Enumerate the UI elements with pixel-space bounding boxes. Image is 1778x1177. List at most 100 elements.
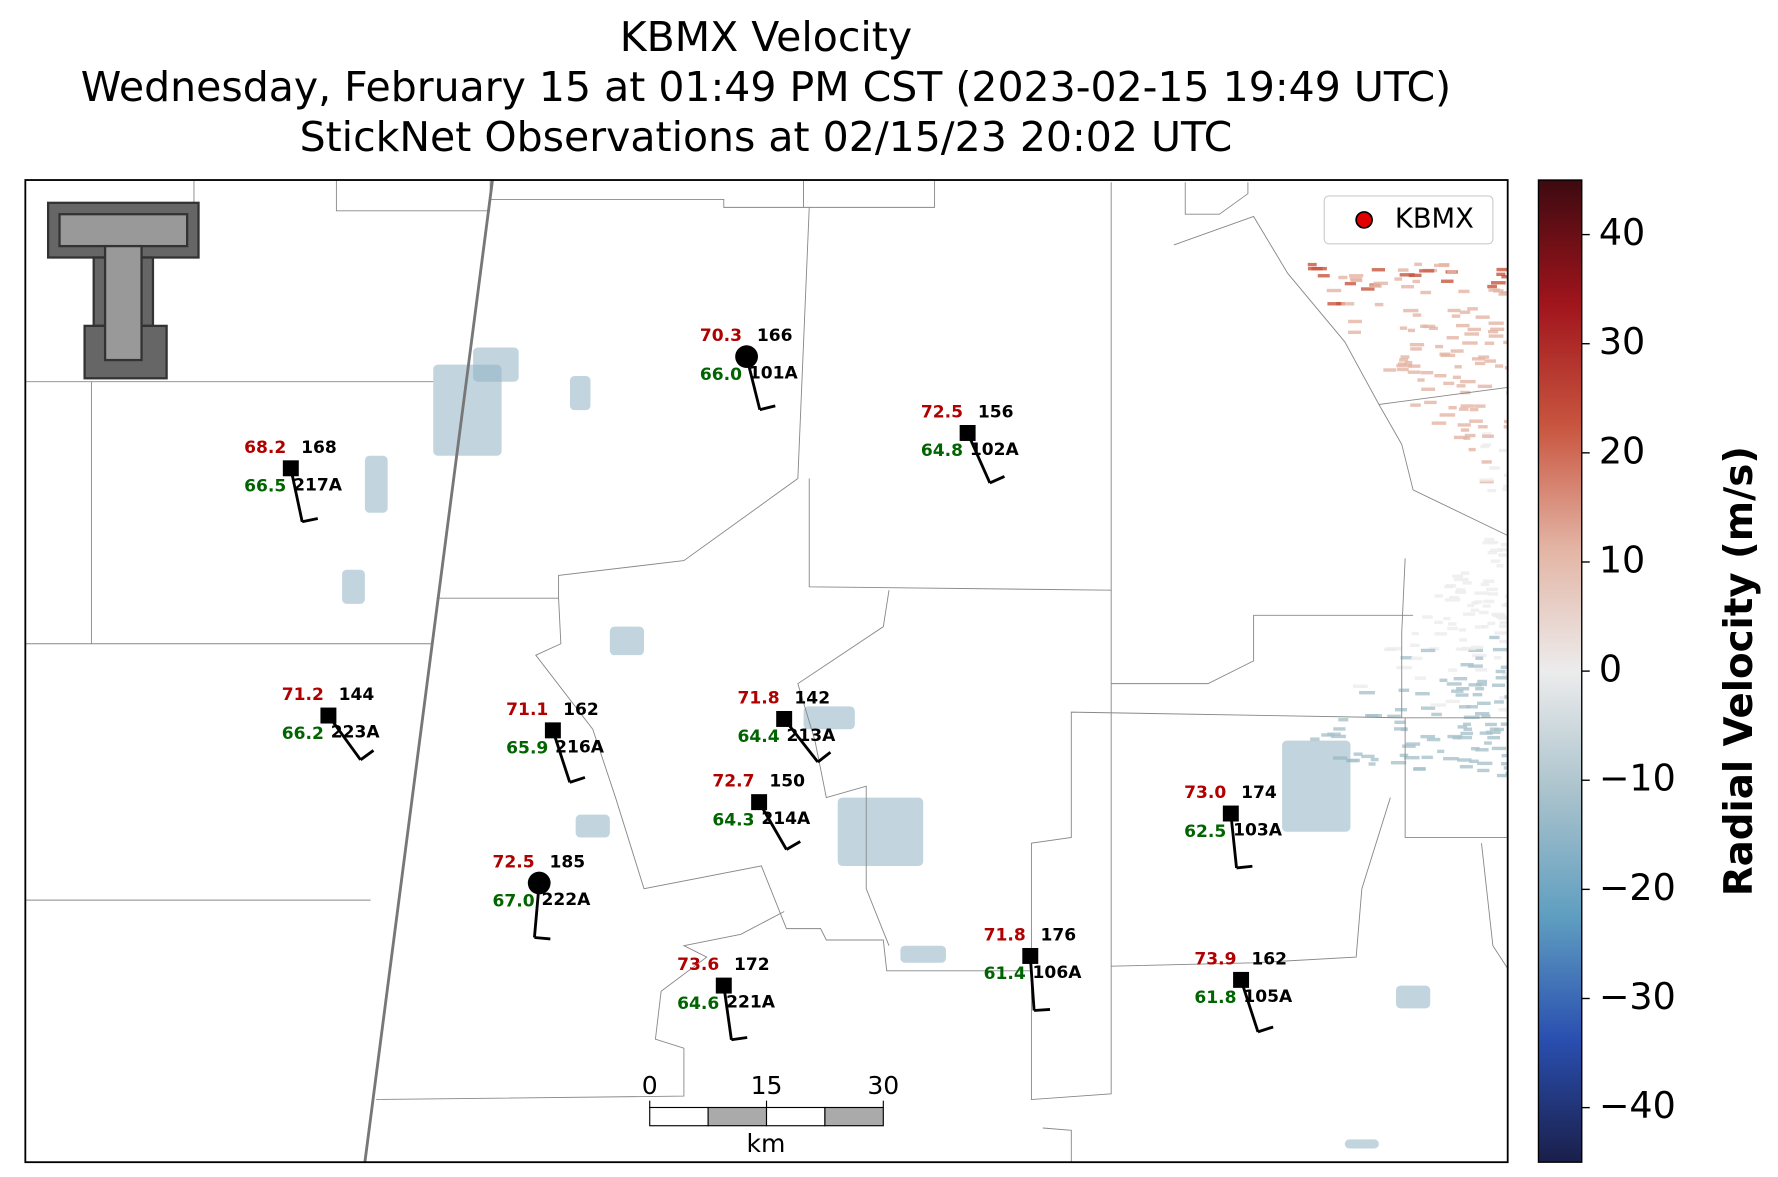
radar-echo <box>1439 413 1456 417</box>
station-marker <box>544 722 561 739</box>
radar-echo <box>1495 669 1506 674</box>
radar-echo <box>1498 292 1507 296</box>
radar-echo <box>1460 731 1473 736</box>
radar-echo <box>1501 753 1508 758</box>
radar-echo <box>1488 288 1500 292</box>
dewpoint: 61.8 <box>1194 988 1236 1008</box>
radar-echo <box>1457 758 1472 762</box>
colorbar-tick-label: 40 <box>1599 211 1645 254</box>
radar-echo <box>1366 714 1382 718</box>
temperature: 72.5 <box>493 853 535 873</box>
radar-echo <box>1467 603 1475 608</box>
radar-echo <box>1348 330 1361 335</box>
radar-echo <box>1474 404 1486 408</box>
radar-echo <box>1505 771 1508 776</box>
radar-echo <box>1349 274 1364 278</box>
wind-direction: 150 <box>769 772 805 792</box>
radar-echo <box>1474 712 1490 716</box>
wind-barb-flag <box>731 1036 748 1042</box>
station: 73.9 162 61.8 105A <box>1194 949 1293 1034</box>
radar-echo <box>1386 647 1402 651</box>
radar-echo <box>1496 773 1508 778</box>
radar-echo <box>1468 648 1483 653</box>
radar-echo <box>1496 272 1506 277</box>
radar-echo <box>1449 595 1460 600</box>
wind-direction: 162 <box>563 700 599 720</box>
radar-echo <box>1353 752 1363 756</box>
colorbar-tick-label: −40 <box>1599 1084 1676 1127</box>
radar-echo <box>1490 327 1505 331</box>
radar-echo <box>1464 332 1480 336</box>
radar-echo <box>1463 715 1480 719</box>
station: 73.6 172 64.6 221A <box>677 955 776 1042</box>
radar-echo <box>1498 624 1508 628</box>
radar-echo <box>433 364 502 456</box>
radar-echo <box>1414 262 1422 267</box>
radar-echo <box>1498 448 1508 453</box>
radar-echo <box>1498 553 1508 557</box>
station-marker <box>715 977 732 994</box>
station-id: 223A <box>331 723 381 743</box>
radar-echo <box>1474 625 1486 629</box>
radar-echo <box>1458 705 1471 709</box>
radar-echo <box>1483 741 1492 745</box>
radar-echo <box>1472 653 1487 658</box>
radar-echo <box>1456 384 1466 388</box>
radar-echo <box>1489 727 1500 731</box>
wind-direction: 166 <box>757 326 793 346</box>
radar-echo <box>1504 366 1508 370</box>
radar-echo <box>1501 603 1508 608</box>
radar-echo <box>1370 284 1382 288</box>
temperature: 68.2 <box>244 438 286 458</box>
radar-echo <box>1420 290 1432 295</box>
radar-echo <box>1458 628 1467 632</box>
radar-echo <box>1491 612 1505 617</box>
station-id: 216A <box>555 737 605 757</box>
radar-echo <box>1468 664 1483 668</box>
dewpoint: 65.9 <box>506 739 548 759</box>
temperature: 73.0 <box>1184 783 1226 803</box>
radar-echo <box>1453 676 1468 681</box>
radar-echo <box>1481 432 1492 436</box>
radar-echo <box>1455 693 1469 697</box>
radar-echo <box>1410 347 1422 351</box>
radar-echo <box>1421 755 1433 760</box>
radar-echo <box>1469 419 1483 423</box>
radar-echo <box>1457 725 1468 729</box>
subtitle: StickNet Observations at 02/15/23 20:02 … <box>300 113 1233 161</box>
wind-direction: 142 <box>794 688 830 708</box>
radar-echo <box>1371 268 1386 272</box>
station-id: 103A <box>1233 821 1283 841</box>
temperature: 73.6 <box>677 955 719 975</box>
radar-echo <box>1483 599 1495 604</box>
scale-segment <box>765 1106 826 1127</box>
radar-echo <box>1396 985 1431 1009</box>
radar-echo <box>1419 269 1435 273</box>
radar-echo <box>1452 375 1461 380</box>
radar-echo <box>1434 594 1444 598</box>
radar-echo <box>1504 695 1508 699</box>
colorbar-tick-label: −30 <box>1599 975 1676 1018</box>
radar-echo <box>1424 400 1437 405</box>
station-id: 102A <box>970 440 1020 460</box>
station-marker <box>776 710 793 727</box>
radar-echo <box>1453 435 1468 440</box>
radar-echo <box>1495 676 1508 680</box>
radar-echo <box>1499 696 1508 700</box>
station-id: 222A <box>541 890 591 910</box>
radar-echo <box>1431 712 1442 717</box>
radar-echo <box>1460 428 1470 432</box>
radar-echo <box>1459 638 1467 642</box>
radar-echo <box>1488 334 1504 338</box>
radar-echo <box>342 569 365 604</box>
radar-echo <box>1475 315 1490 319</box>
radar-echo <box>1482 579 1495 583</box>
radar-echo <box>900 945 946 963</box>
radar-echo <box>1353 684 1368 688</box>
radar-echo <box>1487 488 1497 493</box>
temperature: 71.2 <box>282 685 324 705</box>
radar-echo <box>1338 275 1348 280</box>
radar-echo <box>1501 762 1508 766</box>
radar-echo <box>1478 425 1488 429</box>
